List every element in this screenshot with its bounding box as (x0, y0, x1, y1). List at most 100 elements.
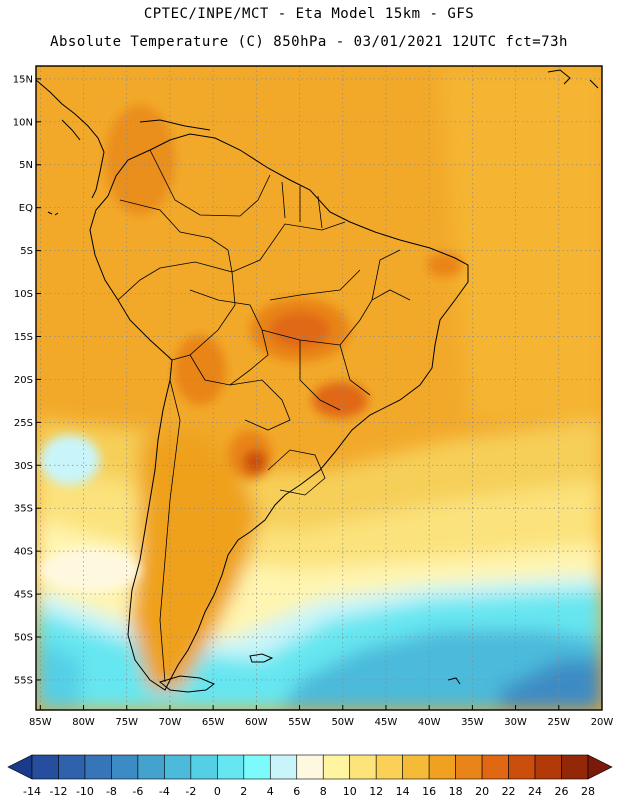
islas (447, 677, 461, 685)
lon-label: 70W (159, 717, 182, 728)
colorbar-label: -12 (49, 785, 67, 798)
colorbar-label: -6 (132, 785, 143, 798)
lon-label: 75W (115, 717, 138, 728)
lat-label: EQ (19, 203, 33, 214)
colorbar-segment (243, 754, 271, 780)
coastlines (36, 69, 599, 693)
lon-label: 45W (375, 717, 398, 728)
longitude-labels: 85W 80W 75W 70W 65W 60W 55W 50W 45W 40W 35W 30W 25W 2… (29, 717, 613, 728)
temperature-field (36, 66, 602, 710)
lon-label: 25W (547, 717, 570, 728)
colorbar-label: 28 (581, 785, 595, 798)
lon-label: 20W (591, 717, 614, 728)
field-band-sw (36, 640, 80, 710)
lat-label: 5S (20, 246, 33, 257)
colorbar-label: -8 (106, 785, 117, 798)
lat-label: 20S (14, 375, 33, 386)
graticule (36, 66, 602, 710)
lat-label: 50S (14, 633, 33, 644)
lon-label: 55W (288, 717, 311, 728)
lon-label: 50W (331, 717, 354, 728)
colorbar-segment (349, 754, 377, 780)
border-brazil-north (231, 221, 346, 273)
border-guianas (281, 181, 323, 229)
colorbar-segment (455, 754, 483, 780)
lat-label: 10S (14, 289, 33, 300)
field-hot-chaco (174, 335, 226, 405)
colorbar-segment (164, 754, 192, 780)
colorbar-label: 12 (369, 785, 383, 798)
border-uruguay (267, 449, 326, 496)
border-brazil-states (261, 249, 411, 411)
lon-label: 35W (461, 717, 484, 728)
colorbar-label: 24 (528, 785, 542, 798)
field-hot-se (312, 382, 368, 418)
colorbar-arrow-high (587, 754, 613, 780)
lat-label: 25S (14, 418, 33, 429)
chart-title: CPTEC/INPE/MCT - Eta Model 15km - GFS (143, 6, 475, 22)
colorbar-segment (534, 754, 562, 780)
border-argentina (159, 379, 181, 683)
tierra-del-fuego (158, 675, 215, 693)
border-peru (117, 261, 236, 361)
colorbar-segment (402, 754, 430, 780)
colorbar-label: -10 (76, 785, 94, 798)
falklands (249, 653, 274, 663)
colorbar-label: 0 (214, 785, 221, 798)
colorbar-segment (84, 754, 112, 780)
lat-label: 45S (14, 590, 33, 601)
border-venezuela (149, 149, 271, 217)
lon-label: 30W (504, 717, 527, 728)
lon-label: 40W (418, 717, 441, 728)
field-atlantic (440, 70, 602, 420)
colorbar-segment (561, 754, 589, 780)
lon-label: 80W (72, 717, 95, 728)
caribbean-islands (547, 69, 599, 89)
lat-label: 55S (14, 675, 33, 686)
colorbar-segment (428, 754, 456, 780)
colorbar-label: 4 (267, 785, 274, 798)
field-cool-pacific (40, 435, 100, 485)
colorbar-label: 2 (240, 785, 247, 798)
colorbar-segment (481, 754, 509, 780)
colorbar-segment (269, 754, 298, 780)
field-hot-argentina-core (243, 450, 267, 474)
colorbar-label: -14 (23, 785, 41, 798)
field-cool-pacific-south (40, 548, 140, 592)
lat-label: 35S (14, 504, 33, 515)
lat-label: 15S (14, 332, 33, 343)
colorbar-arrow-low (7, 754, 33, 780)
colorbar-segment (322, 754, 351, 780)
map-frame (35, 65, 603, 711)
lat-label: 30S (14, 461, 33, 472)
border-paraguay (229, 379, 291, 431)
galapagos (47, 211, 59, 216)
field-patagonia (130, 430, 260, 690)
colorbar-segment (296, 754, 324, 780)
colorbar-label: -4 (159, 785, 170, 798)
border-colombia (119, 199, 233, 273)
colorbar-label: 6 (293, 785, 300, 798)
colorbar-segment (111, 754, 139, 780)
chart-subtitle: Absolute Temperature (C) 850hPa - 03/01/… (50, 34, 568, 50)
colorbar-label: 22 (502, 785, 516, 798)
lon-label: 85W (29, 717, 52, 728)
colorbar-segment (508, 754, 536, 780)
lon-label: 65W (202, 717, 225, 728)
lon-label: 60W (245, 717, 268, 728)
caribbean-coast (61, 119, 211, 141)
field-hot-andes-north (105, 105, 175, 215)
colorbar-label: 10 (343, 785, 357, 798)
field-band-neg4 (500, 660, 602, 710)
colorbar (7, 754, 613, 780)
colorbar-label: -2 (185, 785, 196, 798)
latitude-labels: 15N 10N 5N EQ 5S 10S 15S 20S 25S 30S 35S 40S 45S 50S 5… (13, 74, 33, 686)
colorbar-segment (217, 754, 245, 780)
country-borders (117, 149, 411, 683)
field-hot-core (270, 312, 330, 348)
colorbar-segment (375, 754, 403, 780)
lat-label: 40S (14, 547, 33, 558)
colorbar-label: 16 (422, 785, 436, 798)
colorbar-label: 20 (475, 785, 489, 798)
colorbar-label: 14 (396, 785, 410, 798)
